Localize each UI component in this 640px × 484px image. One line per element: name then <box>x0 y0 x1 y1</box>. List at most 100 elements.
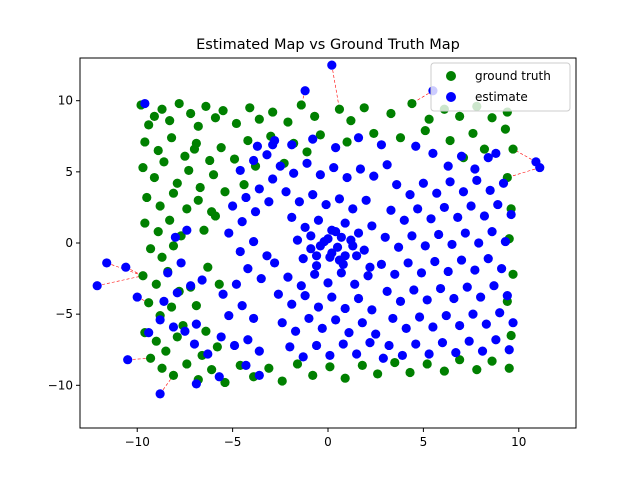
ground-truth-point <box>500 124 511 134</box>
estimate-point <box>445 177 455 187</box>
ground-truth-point <box>439 366 449 376</box>
ground-truth-point <box>174 98 184 109</box>
ground-truth-point <box>325 362 335 372</box>
ground-truth-point <box>268 107 278 117</box>
estimate-point <box>483 153 493 163</box>
ground-truth-point <box>405 367 415 378</box>
ground-truth-point <box>472 365 482 375</box>
ground-truth-point <box>229 154 240 164</box>
ground-truth-point <box>264 363 274 373</box>
estimate-point <box>252 141 263 151</box>
estimate-point <box>416 268 427 278</box>
estimate-point <box>376 140 387 150</box>
estimate-point <box>470 265 480 275</box>
estimate-point <box>243 264 253 274</box>
estimate-point <box>121 262 131 272</box>
estimate-point <box>191 319 201 329</box>
estimate-point <box>458 187 469 197</box>
estimate-point <box>180 326 190 336</box>
y-tick-label: 0 <box>65 236 73 250</box>
ground-truth-point <box>191 301 201 311</box>
ground-truth-point <box>214 279 224 289</box>
estimate-point <box>428 322 438 332</box>
estimate-point <box>502 291 512 301</box>
estimate-point <box>390 269 400 279</box>
estimate-point <box>262 251 272 261</box>
ground-truth-point <box>168 241 179 251</box>
estimate-point <box>241 360 251 370</box>
estimate-point <box>479 211 490 221</box>
estimate-point <box>481 319 491 329</box>
estimate-point <box>353 228 364 238</box>
ground-truth-point <box>407 98 417 109</box>
estimate-point <box>327 60 337 70</box>
estimate-point <box>311 261 322 271</box>
estimate-point <box>241 192 251 203</box>
estimate-point <box>163 268 173 278</box>
x-axis: −10 −5 0 5 10 <box>125 428 526 449</box>
estimate-point <box>273 289 283 299</box>
ground-truth-point <box>145 244 156 254</box>
estimate-point <box>456 151 467 161</box>
estimate-point <box>287 212 297 222</box>
ground-truth-point <box>144 298 154 308</box>
estimate-point <box>235 246 245 257</box>
estimate-point <box>294 197 304 207</box>
estimate-point <box>281 187 291 197</box>
ground-truth-point <box>168 370 179 380</box>
ground-truth-point <box>373 369 383 379</box>
estimate-point <box>92 281 102 291</box>
estimate-point <box>485 185 495 195</box>
ground-truth-point <box>182 204 192 214</box>
ground-truth-point <box>172 178 182 188</box>
estimate-point <box>235 165 245 176</box>
estimate-point <box>306 231 316 241</box>
estimate-point <box>311 251 322 261</box>
ground-truth-point <box>182 359 192 369</box>
estimate-point <box>331 227 341 237</box>
estimate-point <box>355 164 366 174</box>
estimate-point <box>287 140 297 150</box>
ground-truth-point <box>166 133 177 143</box>
ground-truth-point <box>193 195 203 205</box>
estimate-point <box>176 258 186 268</box>
y-tick-label: −5 <box>55 307 73 321</box>
estimate-point <box>359 245 369 255</box>
estimate-point <box>327 248 337 258</box>
estimate-point <box>269 258 280 268</box>
ground-truth-point <box>254 114 264 124</box>
ground-truth-point <box>159 157 169 167</box>
estimate-point <box>397 350 407 361</box>
estimate-point <box>155 389 165 399</box>
estimate-point <box>352 349 362 359</box>
estimate-point <box>340 218 350 228</box>
estimate-point <box>403 258 413 268</box>
estimate-point <box>420 241 430 251</box>
estimate-point <box>186 281 196 291</box>
estimate-point <box>237 301 247 311</box>
estimate-points <box>92 60 545 399</box>
ground-truth-point <box>292 359 303 369</box>
estimate-point <box>292 235 303 245</box>
ground-truth-point <box>216 143 226 153</box>
estimate-point <box>268 140 278 150</box>
estimate-point <box>313 215 324 225</box>
estimate-point <box>123 355 133 365</box>
estimate-point <box>367 221 377 231</box>
estimate-point <box>296 281 306 291</box>
ground-truth-point <box>239 180 249 190</box>
estimate-point <box>378 353 388 363</box>
ground-truth-point <box>455 355 465 365</box>
estimate-point <box>365 262 375 272</box>
estimate-point <box>382 160 392 170</box>
estimate-point <box>477 346 488 356</box>
ground-truth-point <box>243 135 253 146</box>
ground-truth-point <box>157 252 167 262</box>
ground-truth-point <box>165 116 175 126</box>
estimate-point <box>456 255 467 265</box>
estimate-point <box>329 162 339 173</box>
ground-truth-point <box>302 147 312 157</box>
estimate-point <box>287 299 297 309</box>
ground-truth-point <box>201 101 211 111</box>
ground-truth-point <box>220 377 230 388</box>
